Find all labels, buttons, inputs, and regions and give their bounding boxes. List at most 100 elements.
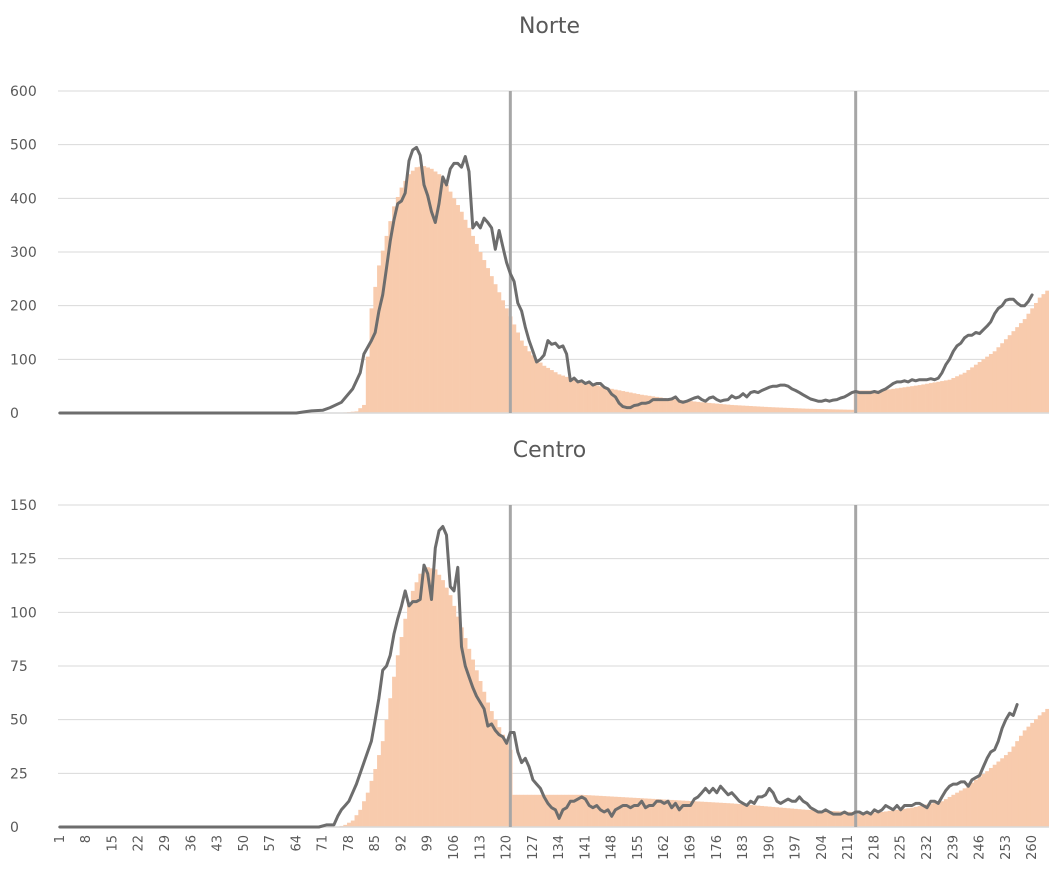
bar xyxy=(448,192,452,413)
bar xyxy=(737,804,741,827)
bar xyxy=(569,378,573,413)
bar xyxy=(865,813,869,827)
bar xyxy=(918,385,922,413)
bar xyxy=(1030,723,1034,827)
bar xyxy=(591,795,595,827)
bar xyxy=(388,698,392,827)
bar xyxy=(584,383,588,413)
bar xyxy=(734,804,738,827)
bar xyxy=(385,720,389,827)
x-tick-label: 211 xyxy=(841,835,856,860)
bar xyxy=(764,806,768,827)
bar xyxy=(704,403,708,413)
x-tick-label: 71 xyxy=(316,835,331,852)
bar xyxy=(1045,291,1049,413)
bar xyxy=(505,308,509,413)
bar xyxy=(625,392,629,413)
bar xyxy=(505,742,509,827)
bar xyxy=(561,376,565,413)
bar xyxy=(741,804,745,827)
bar xyxy=(955,376,959,413)
bar xyxy=(925,384,929,413)
bar xyxy=(903,387,907,413)
bar xyxy=(1004,339,1008,413)
bar xyxy=(809,810,813,827)
x-tick-label: 36 xyxy=(184,835,199,852)
bar xyxy=(437,575,441,827)
bar xyxy=(403,181,407,413)
bar xyxy=(700,402,704,413)
bar xyxy=(730,803,734,827)
bar xyxy=(737,405,741,413)
bar xyxy=(373,769,377,827)
bar xyxy=(801,810,805,827)
bar xyxy=(1015,741,1019,827)
bar xyxy=(944,799,948,827)
bar xyxy=(587,795,591,827)
x-tick-label: 78 xyxy=(342,835,357,852)
bar xyxy=(400,188,404,413)
bar xyxy=(471,236,475,413)
x-tick-label: 260 xyxy=(1025,835,1040,860)
bar xyxy=(966,785,970,827)
bar xyxy=(715,803,719,827)
bar xyxy=(692,801,696,827)
bar xyxy=(888,811,892,827)
bar xyxy=(580,795,584,827)
y-tick-label: 0 xyxy=(10,406,19,422)
bar xyxy=(523,346,527,413)
bar xyxy=(1041,712,1045,827)
bar xyxy=(899,388,903,413)
y-tick-label: 600 xyxy=(10,84,37,100)
x-tick-label: 225 xyxy=(894,835,909,860)
bar xyxy=(715,404,719,413)
bar xyxy=(358,810,362,827)
bar xyxy=(955,793,959,827)
bar xyxy=(903,809,907,827)
bar xyxy=(415,582,419,827)
bar xyxy=(749,805,753,827)
y-tick-label: 50 xyxy=(10,713,28,729)
bar xyxy=(921,384,925,413)
x-tick-label: 43 xyxy=(211,835,226,852)
bar xyxy=(707,403,711,413)
y-tick-label: 200 xyxy=(10,299,37,315)
bar xyxy=(478,252,482,413)
x-tick-label: 246 xyxy=(973,835,988,860)
bar xyxy=(719,803,723,827)
y-tick-label: 25 xyxy=(10,766,28,782)
bar xyxy=(914,386,918,413)
bar xyxy=(756,406,760,413)
bar xyxy=(876,812,880,827)
bar xyxy=(899,809,903,827)
bar xyxy=(906,387,910,413)
bar xyxy=(381,741,385,827)
bar xyxy=(824,811,828,827)
bar xyxy=(745,406,749,413)
bar xyxy=(456,205,460,413)
bar xyxy=(959,791,963,827)
x-tick-label: 141 xyxy=(578,835,593,860)
bar xyxy=(906,808,910,827)
y-tick-label: 150 xyxy=(10,498,37,514)
bar xyxy=(989,768,993,827)
x-tick-label: 204 xyxy=(815,835,830,860)
bar xyxy=(366,793,370,827)
bar xyxy=(392,677,396,827)
bar xyxy=(1000,758,1004,827)
bar xyxy=(523,795,527,827)
bar xyxy=(411,171,415,413)
bar xyxy=(921,805,925,827)
bar xyxy=(362,405,366,413)
bar xyxy=(557,795,561,827)
bar xyxy=(366,357,370,413)
y-tick-label: 0 xyxy=(10,820,19,836)
bar xyxy=(1038,298,1042,413)
bar xyxy=(996,347,1000,413)
bar xyxy=(576,381,580,413)
bar xyxy=(396,655,400,827)
bar xyxy=(858,814,862,827)
bar xyxy=(970,367,974,413)
bar xyxy=(978,777,982,827)
